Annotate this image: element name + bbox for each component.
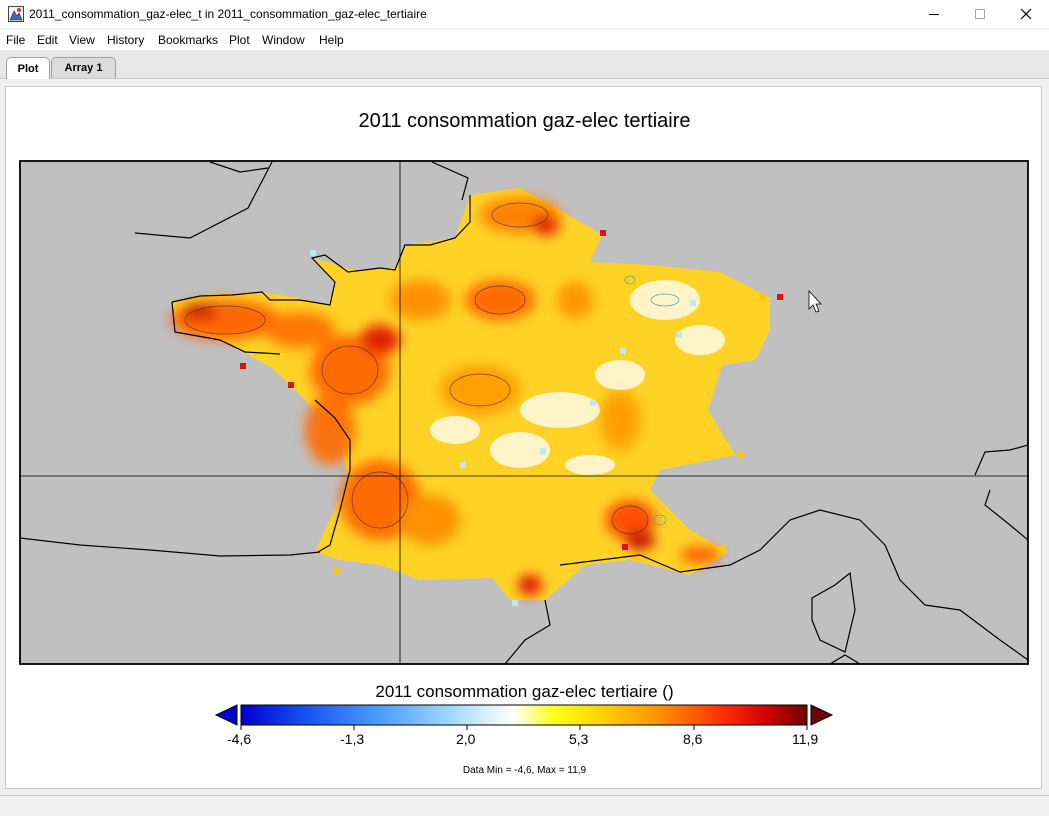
colorbar-tick-label: 5,3 — [569, 731, 589, 747]
menu-bar: File Edit View History Bookmarks Plot Wi… — [0, 30, 1049, 51]
menu-view[interactable]: View — [69, 33, 95, 47]
menu-help[interactable]: Help — [319, 33, 344, 47]
maximize-icon — [975, 9, 985, 19]
close-button[interactable] — [1003, 0, 1049, 28]
window-title: 2011_consommation_gaz-elec_t in 2011_con… — [29, 7, 427, 21]
data-field — [170, 188, 783, 606]
coastlines — [20, 161, 1028, 664]
plot-title: 2011 consommation gaz-elec tertiaire — [358, 110, 691, 132]
minimize-icon — [929, 14, 939, 15]
maximize-button[interactable] — [957, 0, 1003, 28]
close-icon — [1020, 8, 1032, 20]
tab-strip: Plot Array 1 — [0, 52, 1049, 79]
mouse-cursor-icon — [808, 289, 822, 313]
colorbar-tick-label: -4,6 — [227, 731, 252, 747]
minimize-button[interactable] — [911, 0, 957, 28]
map-frame — [19, 160, 1029, 665]
menu-window[interactable]: Window — [262, 33, 305, 47]
status-bar — [0, 795, 1049, 816]
colorbar-tick-label: -1,3 — [340, 731, 365, 747]
colorbar — [214, 704, 834, 730]
colorbar-under-arrow — [214, 704, 238, 726]
colorbar-title: 2011 consommation gaz-elec tertiaire () — [375, 682, 674, 701]
colorbar-tick-label: 11,9 — [792, 731, 819, 747]
colorbar-over-arrow — [810, 704, 834, 726]
data-min-max-label: Data Min = -4,6, Max = 11,9 — [462, 765, 587, 776]
colorbar-tick-label: 2,0 — [456, 731, 476, 747]
colorbar-gradient — [240, 704, 808, 726]
tab-array-1[interactable]: Array 1 — [51, 57, 116, 78]
menu-bookmarks[interactable]: Bookmarks — [158, 33, 219, 47]
app-icon — [8, 6, 24, 22]
menu-history[interactable]: History — [107, 33, 145, 47]
menu-plot[interactable]: Plot — [229, 33, 250, 47]
menu-edit[interactable]: Edit — [37, 33, 58, 47]
menu-file[interactable]: File — [6, 33, 26, 47]
colorbar-tick-label: 8,6 — [683, 731, 703, 747]
title-bar: 2011_consommation_gaz-elec_t in 2011_con… — [0, 0, 1049, 28]
tab-plot[interactable]: Plot — [6, 57, 50, 79]
